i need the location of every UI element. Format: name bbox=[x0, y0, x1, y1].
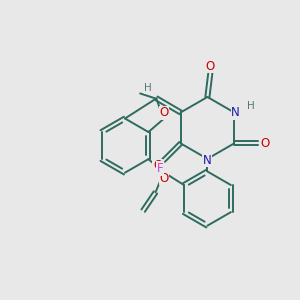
Text: O: O bbox=[159, 106, 168, 119]
Text: H: H bbox=[144, 83, 152, 93]
Text: O: O bbox=[260, 137, 269, 150]
Text: N: N bbox=[203, 154, 212, 167]
Text: N: N bbox=[231, 106, 240, 119]
Text: F: F bbox=[157, 162, 164, 175]
Text: O: O bbox=[153, 159, 162, 172]
Text: O: O bbox=[206, 60, 215, 73]
Text: H: H bbox=[247, 101, 254, 111]
Text: O: O bbox=[159, 172, 168, 185]
